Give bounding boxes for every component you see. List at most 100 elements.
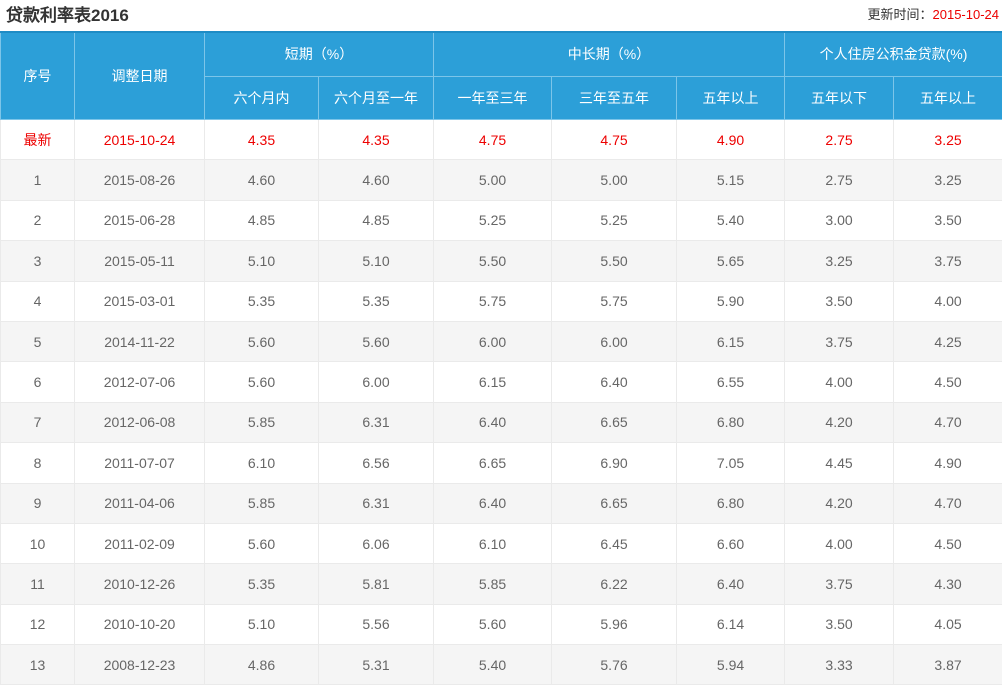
cell-rate: 6.56 (319, 443, 434, 483)
cell-rate: 5.31 (319, 645, 434, 685)
cell-date: 2015-08-26 (75, 160, 205, 200)
cell-no: 9 (1, 483, 75, 523)
cell-rate: 5.60 (205, 523, 319, 563)
cell-rate: 4.90 (677, 120, 785, 160)
cell-rate: 6.60 (677, 523, 785, 563)
cell-rate: 5.25 (434, 200, 552, 240)
cell-rate: 4.86 (205, 645, 319, 685)
cell-rate: 4.85 (205, 200, 319, 240)
cell-rate: 5.60 (434, 604, 552, 644)
cell-rate: 6.10 (434, 523, 552, 563)
cell-rate: 6.55 (677, 362, 785, 402)
cell-rate: 5.85 (205, 402, 319, 442)
cell-date: 2015-10-24 (75, 120, 205, 160)
cell-no: 7 (1, 402, 75, 442)
cell-rate: 3.50 (785, 604, 894, 644)
cell-rate: 5.75 (552, 281, 677, 321)
cell-date: 2011-04-06 (75, 483, 205, 523)
cell-rate: 5.50 (552, 241, 677, 281)
cell-rate: 3.75 (894, 241, 1002, 281)
cell-no: 最新 (1, 120, 75, 160)
cell-rate: 5.10 (205, 241, 319, 281)
cell-date: 2015-05-11 (75, 241, 205, 281)
cell-rate: 3.75 (785, 564, 894, 604)
cell-rate: 6.90 (552, 443, 677, 483)
cell-rate: 5.10 (319, 241, 434, 281)
table-row: 1 2015-08-26 4.60 4.60 5.00 5.00 5.15 2.… (1, 160, 1002, 200)
cell-rate: 3.75 (785, 321, 894, 361)
cell-no: 2 (1, 200, 75, 240)
cell-rate: 6.15 (677, 321, 785, 361)
cell-no: 4 (1, 281, 75, 321)
subheader-1-to-3-years: 一年至三年 (434, 76, 552, 120)
cell-rate: 4.30 (894, 564, 1002, 604)
table-header: 序号 调整日期 短期（%） 中长期（%） 个人住房公积金贷款(%) 六个月内 六… (1, 32, 1002, 120)
cell-rate: 3.87 (894, 645, 1002, 685)
table-row: 2 2015-06-28 4.85 4.85 5.25 5.25 5.40 3.… (1, 200, 1002, 240)
cell-rate: 2.75 (785, 120, 894, 160)
cell-rate: 5.75 (434, 281, 552, 321)
cell-rate: 5.00 (552, 160, 677, 200)
rate-table-body: 最新 2015-10-24 4.35 4.35 4.75 4.75 4.90 2… (1, 120, 1002, 685)
cell-rate: 6.00 (434, 321, 552, 361)
cell-rate: 4.00 (785, 523, 894, 563)
cell-rate: 5.65 (677, 241, 785, 281)
subheader-over-5-years-fund: 五年以上 (894, 76, 1002, 120)
topbar: 贷款利率表2016 更新时间：2015-10-24 (0, 0, 1002, 31)
cell-date: 2015-03-01 (75, 281, 205, 321)
update-date: 2015-10-24 (933, 7, 1000, 22)
cell-rate: 6.65 (552, 483, 677, 523)
cell-date: 2010-12-26 (75, 564, 205, 604)
cell-date: 2011-02-09 (75, 523, 205, 563)
table-row: 10 2011-02-09 5.60 6.06 6.10 6.45 6.60 4… (1, 523, 1002, 563)
cell-rate: 4.20 (785, 402, 894, 442)
cell-rate: 5.60 (319, 321, 434, 361)
cell-rate: 6.22 (552, 564, 677, 604)
header-group-mid-long-term: 中长期（%） (434, 32, 785, 76)
cell-no: 3 (1, 241, 75, 281)
header-group-housing-fund: 个人住房公积金贷款(%) (785, 32, 1002, 76)
cell-no: 11 (1, 564, 75, 604)
cell-rate: 5.60 (205, 321, 319, 361)
cell-rate: 4.75 (552, 120, 677, 160)
cell-rate: 4.60 (205, 160, 319, 200)
cell-date: 2014-11-22 (75, 321, 205, 361)
cell-rate: 5.35 (205, 564, 319, 604)
update-time-label: 更新时间： (867, 7, 932, 22)
cell-no: 1 (1, 160, 75, 200)
cell-rate: 5.85 (205, 483, 319, 523)
subheader-3-to-5-years: 三年至五年 (552, 76, 677, 120)
table-row: 5 2014-11-22 5.60 5.60 6.00 6.00 6.15 3.… (1, 321, 1002, 361)
cell-date: 2008-12-23 (75, 645, 205, 685)
cell-rate: 4.60 (319, 160, 434, 200)
cell-rate: 4.50 (894, 523, 1002, 563)
cell-rate: 3.50 (785, 281, 894, 321)
cell-rate: 5.56 (319, 604, 434, 644)
cell-rate: 4.00 (894, 281, 1002, 321)
subheader-over-5-years-mid: 五年以上 (677, 76, 785, 120)
cell-rate: 3.00 (785, 200, 894, 240)
cell-rate: 5.15 (677, 160, 785, 200)
cell-rate: 3.33 (785, 645, 894, 685)
table-row: 4 2015-03-01 5.35 5.35 5.75 5.75 5.90 3.… (1, 281, 1002, 321)
page-title: 贷款利率表2016 (6, 1, 129, 26)
cell-rate: 6.10 (205, 443, 319, 483)
cell-rate: 5.85 (434, 564, 552, 604)
cell-rate: 3.50 (894, 200, 1002, 240)
header-col-date: 调整日期 (75, 32, 205, 120)
subheader-within-6-months: 六个月内 (205, 76, 319, 120)
cell-date: 2012-06-08 (75, 402, 205, 442)
table-row: 9 2011-04-06 5.85 6.31 6.40 6.65 6.80 4.… (1, 483, 1002, 523)
loan-rate-table: 序号 调整日期 短期（%） 中长期（%） 个人住房公积金贷款(%) 六个月内 六… (0, 31, 1002, 685)
cell-rate: 4.05 (894, 604, 1002, 644)
cell-rate: 6.31 (319, 402, 434, 442)
cell-rate: 4.75 (434, 120, 552, 160)
cell-rate: 5.35 (319, 281, 434, 321)
cell-rate: 5.50 (434, 241, 552, 281)
cell-rate: 5.10 (205, 604, 319, 644)
cell-rate: 4.35 (319, 120, 434, 160)
cell-rate: 5.60 (205, 362, 319, 402)
cell-rate: 6.15 (434, 362, 552, 402)
cell-rate: 4.70 (894, 402, 1002, 442)
cell-rate: 3.25 (894, 160, 1002, 200)
